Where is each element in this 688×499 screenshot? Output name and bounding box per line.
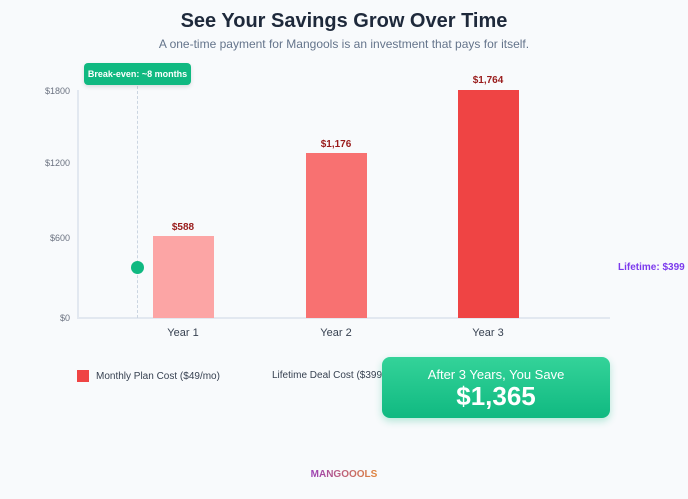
breakeven-badge: Break-even: ~8 months xyxy=(84,63,191,85)
breakeven-dot xyxy=(131,261,144,274)
y-tick: $1200 xyxy=(44,158,70,168)
page-title: See Your Savings Grow Over Time xyxy=(180,10,508,32)
bar-year-1[interactable] xyxy=(153,236,214,318)
legend-item-lifetime[interactable]: Lifetime Deal Cost ($399) xyxy=(272,370,385,381)
x-label: Year 3 xyxy=(472,327,504,339)
legend-swatch-monthly xyxy=(77,370,89,382)
x-label: Year 1 xyxy=(167,327,199,339)
brand-logo: MANGOOOLS xyxy=(0,469,688,480)
legend-item-monthly[interactable]: Monthly Plan Cost ($49/mo) xyxy=(77,370,220,382)
y-axis xyxy=(77,90,79,319)
savings-card: After 3 Years, You Save $1,365 xyxy=(382,357,610,418)
y-tick: $0 xyxy=(59,313,70,323)
legend-label: Monthly Plan Cost ($49/mo) xyxy=(96,370,220,382)
savings-value: $1,365 xyxy=(456,381,536,411)
bar-year-2[interactable] xyxy=(306,153,367,318)
lifetime-label: Lifetime: $399 xyxy=(618,262,685,273)
y-tick: $1800 xyxy=(44,86,70,96)
bar-year-3[interactable] xyxy=(458,90,519,318)
page-subtitle: A one-time payment for Mangools is an in… xyxy=(158,37,530,51)
legend-label: Lifetime Deal Cost ($399) xyxy=(272,370,386,381)
y-tick: $600 xyxy=(49,233,70,243)
savings-caption: After 3 Years, You Save xyxy=(427,367,565,382)
x-label: Year 2 xyxy=(320,327,352,339)
brand-text: MANGOOOLS xyxy=(310,469,378,480)
breakeven-line xyxy=(137,86,138,318)
bar-value-label: $1,176 xyxy=(320,139,352,150)
bar-value-label: $588 xyxy=(171,222,195,233)
x-axis xyxy=(77,317,610,319)
bar-value-label: $1,764 xyxy=(472,75,504,86)
